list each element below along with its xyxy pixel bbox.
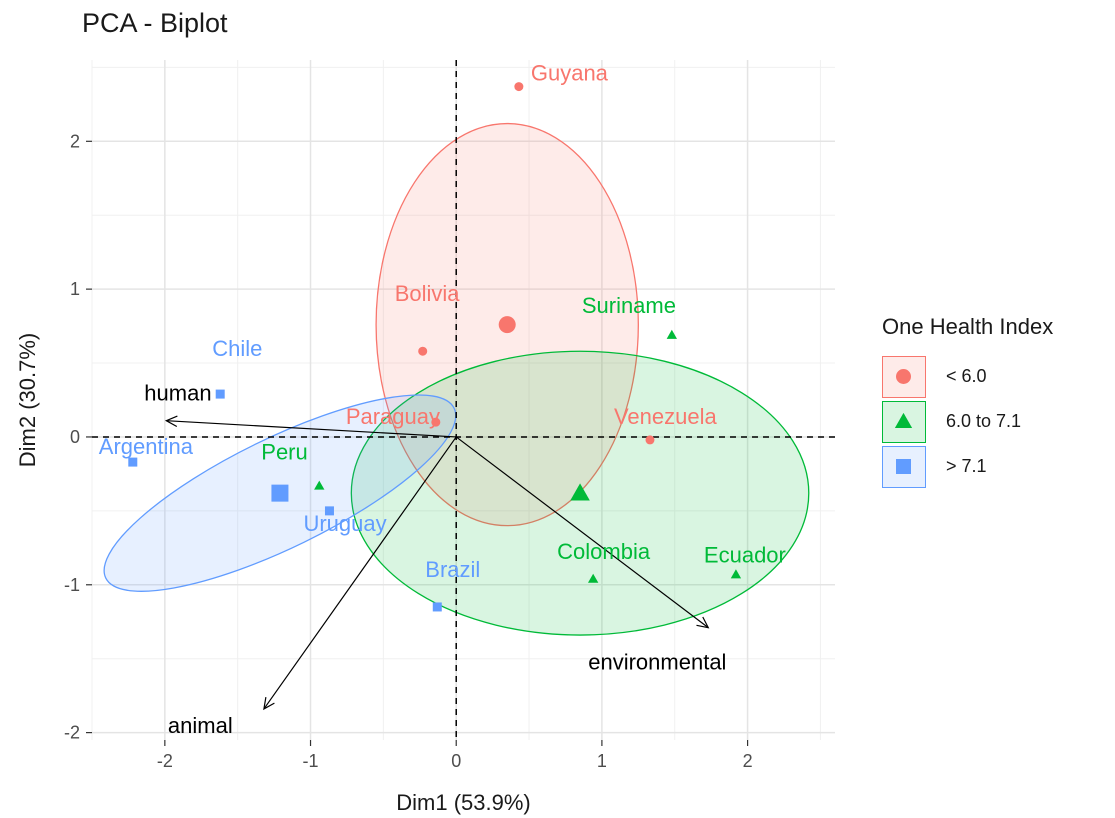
legend-label: > 7.1 <box>946 456 987 476</box>
arrow-animal <box>263 436 457 710</box>
x-tick-label: 0 <box>451 751 461 771</box>
point-label-Paraguay: Paraguay <box>346 404 440 429</box>
chart-title: PCA - Biplot <box>82 8 228 38</box>
legend-key-square-icon <box>882 446 926 488</box>
plot-panel <box>92 60 835 740</box>
point-Venezuela <box>645 435 655 445</box>
arrowhead-animal <box>263 697 275 711</box>
y-axis-label: Dim2 (30.7%) <box>15 333 40 467</box>
point-label-Peru: Peru <box>261 440 307 465</box>
point-Colombia <box>587 573 599 583</box>
arrow-human <box>166 420 457 438</box>
point-Peru <box>314 480 325 490</box>
y-tick-label: 2 <box>70 131 80 151</box>
point-label-Guyana: Guyana <box>531 61 609 86</box>
data-points <box>128 82 742 612</box>
legend-label: 6.0 to 7.1 <box>946 411 1022 431</box>
x-tick-label: -2 <box>157 751 173 771</box>
variable-label-human: human <box>144 381 211 406</box>
legend-marker-square <box>896 459 911 474</box>
point-Guyana <box>514 82 524 92</box>
x-tick-label: -1 <box>303 751 319 771</box>
point-label-Uruguay: Uruguay <box>303 511 386 536</box>
point-label-Bolivia: Bolivia <box>395 281 461 306</box>
legend-item: > 7.1 <box>882 446 1082 488</box>
variable-label-environmental: environmental <box>588 650 726 675</box>
point-Bolivia <box>418 346 428 356</box>
point-Chile <box>215 389 225 399</box>
centroid-1 <box>570 483 590 501</box>
axes: -2 -1 0 1 2 -2 -1 0 1 2 Dim1 (53.9%) Dim2 (30.7%) <box>15 131 753 815</box>
variable-arrows <box>164 415 710 711</box>
legend-marker-triangle <box>894 412 913 428</box>
point-label-Venezuela: Venezuela <box>614 404 718 429</box>
x-tick-label: 1 <box>597 751 607 771</box>
y-tick-label: -2 <box>64 723 80 743</box>
point-label-Suriname: Suriname <box>582 293 676 318</box>
arrow-environmental <box>455 436 709 629</box>
point-Brazil <box>432 602 442 612</box>
point-label-Colombia: Colombia <box>557 539 651 564</box>
x-axis-label: Dim1 (53.9%) <box>396 790 530 815</box>
y-tick-label: 0 <box>70 427 80 447</box>
point-Suriname <box>666 329 678 339</box>
arrowhead-human <box>164 415 178 428</box>
point-Argentina <box>128 457 138 467</box>
point-label-Brazil: Brazil <box>425 557 480 582</box>
point-Paraguay <box>431 417 441 427</box>
legend-key-triangle-icon <box>882 401 926 443</box>
arrowhead-environmental <box>696 616 710 629</box>
legend-item: 6.0 to 7.1 <box>882 401 1082 443</box>
y-tick-label: 1 <box>70 279 80 299</box>
variable-label-animal: animal <box>168 713 233 738</box>
y-tick-label: -1 <box>64 575 80 595</box>
legend-label: < 6.0 <box>946 366 987 386</box>
legend-item: < 6.0 <box>882 356 1082 398</box>
reference-lines <box>92 60 835 740</box>
point-Uruguay <box>324 506 334 516</box>
point-label-Argentina: Argentina <box>99 434 194 459</box>
x-tick-label: 2 <box>743 751 753 771</box>
legend-marker-circle <box>896 369 911 384</box>
centroid-2 <box>271 484 289 502</box>
point-label-Chile: Chile <box>212 336 262 361</box>
point-label-Ecuador: Ecuador <box>704 542 786 567</box>
grid-lines <box>91 60 835 740</box>
point-Ecuador <box>730 569 742 579</box>
point-labels: Guyana Bolivia Paraguay Venezuela Suriname Pe… <box>99 61 786 738</box>
legend-title: One Health Index <box>882 314 1054 339</box>
centroid-0 <box>498 316 516 334</box>
legend-key-circle-icon <box>882 356 926 398</box>
